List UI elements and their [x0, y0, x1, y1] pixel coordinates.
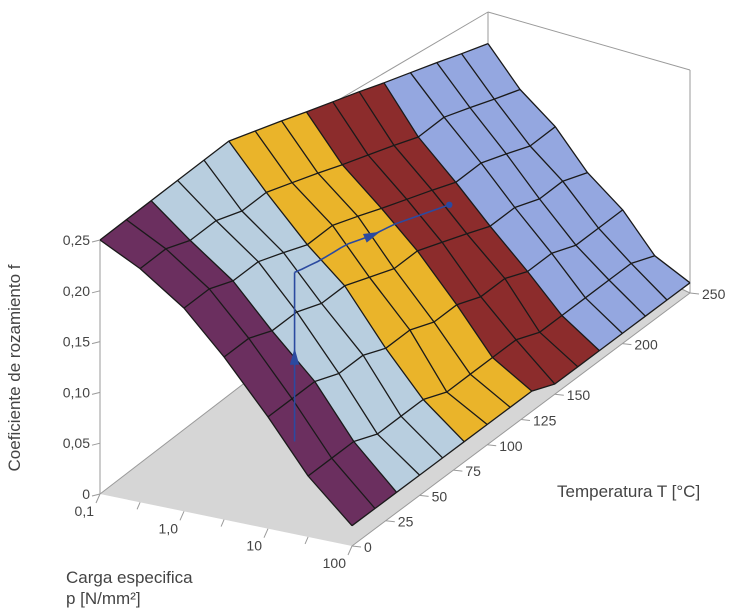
y-tick-mark [351, 545, 362, 548]
z-tick-mark [91, 239, 101, 243]
example-path [289, 201, 453, 442]
surface-mesh-column [99, 239, 353, 527]
surface [99, 42, 691, 527]
y-tick-mark [520, 419, 531, 421]
x-axis-title-line2: p [N/mm²] [66, 589, 141, 608]
x-tick-label: 100 [323, 555, 347, 571]
surface-mesh-column [177, 179, 421, 476]
surface-mesh-column [203, 159, 444, 459]
surface-mesh-column [487, 43, 691, 284]
surface-mesh-column [254, 130, 488, 426]
y-tick-label: 75 [465, 463, 481, 479]
y-tick-label: 0 [364, 539, 372, 555]
y-tick-label: 25 [398, 514, 414, 530]
x-tick-mark [95, 493, 101, 504]
x-axis-title-line1: Carga especifica [66, 568, 193, 587]
y-tick-mark [385, 520, 395, 523]
x-minor-tick [136, 502, 141, 510]
y-tick-mark [487, 444, 497, 447]
surface-mesh-column [150, 200, 398, 493]
y-tick-mark [554, 393, 564, 396]
frame-top-right [487, 11, 691, 71]
z-tick-label: 0,15 [63, 334, 90, 350]
x-tick-label: 10 [246, 538, 262, 554]
axis-ticks: 0 0,05 0,10 0,15 0,20 0,25 0,1 1,0 10 100 0 25 50 75 1… [63, 232, 726, 571]
y-tick-label: 200 [634, 337, 658, 353]
surface-mesh-column [305, 111, 533, 392]
z-tick-mark [91, 442, 101, 446]
surface-mesh-column [409, 72, 623, 334]
surface-mesh-row [223, 171, 588, 358]
surface-mesh-column [436, 62, 646, 317]
surface-mesh-row [139, 88, 521, 270]
x-tick-mark [179, 511, 185, 521]
surface-mesh-row [183, 126, 556, 309]
x-minor-tick [220, 519, 225, 527]
surface-mesh-column [281, 120, 511, 408]
example-path-point [446, 201, 453, 209]
surface-mesh-column [461, 53, 668, 301]
surface-mesh-row [351, 282, 691, 527]
y-tick-label: 250 [702, 286, 726, 302]
y-tick-label: 100 [499, 438, 523, 454]
z-tick-mark [91, 341, 101, 345]
surface-mesh-column [126, 219, 376, 509]
x-tick-mark [347, 545, 353, 556]
y-tick-mark [453, 469, 463, 472]
surface-mesh-row [99, 42, 489, 241]
surface-mesh-row [267, 209, 624, 418]
y-tick-mark [622, 343, 632, 346]
y-tick-label: 125 [533, 413, 557, 429]
y-tick-mark [689, 292, 700, 295]
z-tick-mark [91, 493, 101, 497]
z-tick-label: 0 [82, 486, 90, 502]
x-tick-mark [263, 528, 269, 538]
y-tick-label: 150 [567, 387, 591, 403]
z-tick-label: 0,05 [63, 435, 90, 451]
y-axis-title: Temperatura T [°C] [557, 482, 700, 501]
z-tick-mark [91, 391, 101, 395]
z-axis-title: Coeficiente de rozamiento f [5, 264, 24, 471]
z-tick-label: 0,25 [63, 232, 90, 248]
surface-mesh-column [358, 91, 579, 368]
surface-mesh-column [332, 101, 556, 385]
example-path-arrow-up [289, 348, 300, 365]
x-minor-tick [304, 536, 309, 545]
surface-mesh-column [383, 82, 600, 352]
example-path-arrow-across [363, 231, 381, 243]
y-tick-mark [419, 494, 429, 497]
y-tick-label: 50 [432, 488, 448, 504]
z-tick-label: 0,10 [63, 384, 90, 400]
x-tick-label: 0,1 [75, 503, 95, 519]
surface-mesh-row [307, 255, 655, 477]
z-tick-label: 0,20 [63, 283, 90, 299]
surface-mesh-column [228, 140, 465, 443]
x-tick-label: 1,0 [159, 520, 179, 536]
z-tick-mark [91, 290, 101, 294]
